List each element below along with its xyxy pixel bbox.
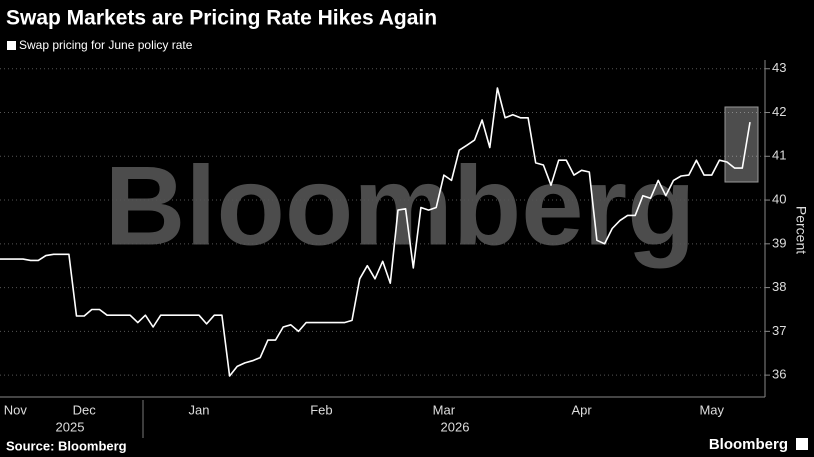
y-tick-label: 40 — [772, 191, 786, 206]
x-tick-label: Jan — [188, 402, 209, 417]
y-tick-label: 37 — [772, 323, 786, 338]
logo-icon — [796, 438, 808, 450]
watermark: Bloomberg — [104, 144, 695, 269]
source: Source: Bloomberg — [6, 438, 127, 453]
y-tick-label: 38 — [772, 279, 786, 294]
x-tick-label: Dec — [73, 402, 97, 417]
x-tick-label: May — [699, 402, 724, 417]
x-tick-label: Nov — [4, 402, 28, 417]
chart-title: Swap Markets are Pricing Rate Hikes Agai… — [6, 7, 437, 30]
y-tick-label: 43 — [772, 60, 786, 75]
y-tick-label: 36 — [772, 367, 786, 382]
y-tick-label: 39 — [772, 235, 786, 250]
year-label: 2026 — [441, 419, 470, 434]
year-label: 2025 — [56, 419, 85, 434]
line — [0, 87, 751, 377]
legend-swatch — [7, 41, 16, 50]
x-tick-label: Feb — [310, 402, 332, 417]
y-tick-label: 41 — [772, 148, 786, 163]
x-tick-label: Apr — [572, 402, 593, 417]
logo: Bloomberg — [709, 436, 788, 453]
y-tick-label: 42 — [772, 104, 786, 119]
x-tick-label: Mar — [433, 402, 456, 417]
highlight-box — [724, 106, 759, 183]
legend-label: Swap pricing for June policy rate — [19, 38, 193, 52]
y-axis-title: Percent — [793, 206, 809, 254]
